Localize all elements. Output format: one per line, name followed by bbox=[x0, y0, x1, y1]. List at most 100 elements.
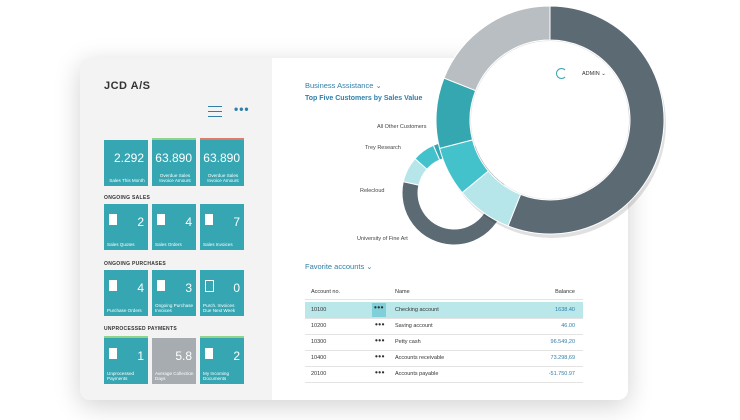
account-number: 10200 bbox=[311, 323, 327, 329]
tile-purchase-orders[interactable]: 4 Purchase Orders bbox=[104, 270, 148, 316]
account-number: 20100 bbox=[311, 371, 327, 377]
status-bar bbox=[200, 138, 244, 140]
table-header-row: Account no. Name Balance bbox=[305, 284, 583, 300]
col-header-account[interactable]: Account no. bbox=[311, 289, 341, 295]
tile-caption: Sales Invoices bbox=[203, 242, 233, 247]
tile-value: 3 bbox=[185, 281, 192, 295]
account-name[interactable]: Checking account bbox=[395, 307, 439, 313]
admin-label: ADMIN bbox=[582, 71, 600, 77]
document-icon bbox=[157, 214, 165, 225]
tile-sales-invoices[interactable]: 7 Sales Invoices bbox=[200, 204, 244, 250]
row-more-icon[interactable]: ••• bbox=[375, 368, 385, 377]
kpi-caption: Sales This Month bbox=[109, 178, 145, 183]
account-balance[interactable]: 96.549,20 bbox=[550, 339, 575, 345]
tile-average-collection-days[interactable]: 5.8 Average Collection Days bbox=[152, 338, 196, 384]
favorite-accounts-link[interactable]: Favorite accounts ⌄ bbox=[305, 262, 373, 271]
section-title-ongoing-purchases: ONGOING PURCHASES bbox=[104, 261, 167, 267]
tile-caption: Unprocessed Payments bbox=[107, 371, 135, 381]
kpi-tile-overdue-sales-2[interactable]: 63.890 Overdue Sales Invoice Amount bbox=[200, 138, 244, 186]
tile-my-incoming-documents[interactable]: 2 My Incoming Documents bbox=[200, 336, 244, 384]
chevron-down-icon: ⌄ bbox=[375, 81, 382, 90]
chart-label-relecloud: Relecloud bbox=[360, 188, 385, 194]
row-more-icon[interactable]: ••• bbox=[375, 352, 385, 361]
tile-caption: Ongoing Purchase Invoices bbox=[155, 303, 194, 313]
chevron-down-icon: ⌄ bbox=[601, 71, 606, 77]
status-bar bbox=[200, 336, 244, 338]
col-header-name[interactable]: Name bbox=[395, 289, 410, 295]
tile-value: 4 bbox=[185, 215, 192, 229]
col-header-balance[interactable]: Balance bbox=[555, 289, 575, 295]
more-options-icon[interactable]: ••• bbox=[234, 102, 250, 116]
kpi-value: 63.890 bbox=[203, 151, 240, 165]
document-outline-icon bbox=[205, 280, 214, 292]
tile-value: 5.8 bbox=[175, 349, 192, 363]
kpi-caption: Overdue Sales Invoice Amount bbox=[207, 173, 239, 183]
document-icon bbox=[157, 280, 165, 291]
tile-sales-quotes[interactable]: 2 Sales Quotes bbox=[104, 204, 148, 250]
account-name[interactable]: Petty cash bbox=[395, 339, 421, 345]
account-balance[interactable]: 1638.40 bbox=[555, 307, 575, 313]
role-center-sidebar: JCD A/S ••• 2.292 Sales This Month 63.89… bbox=[80, 58, 272, 400]
kpi-tile-sales-this-month[interactable]: 2.292 Sales This Month bbox=[104, 140, 148, 186]
chart-label-adatum-cooperation: Adatum Cooperation bbox=[512, 162, 563, 168]
tile-caption: Average Collection Days bbox=[155, 371, 194, 381]
table-row[interactable]: 10200 ••• Saving account 46.00 bbox=[305, 318, 583, 335]
account-number: 10400 bbox=[311, 355, 327, 361]
tile-value: 7 bbox=[233, 215, 240, 229]
chart-title: Top Five Customers by Sales Value bbox=[305, 95, 423, 102]
status-bar bbox=[104, 336, 148, 338]
document-icon bbox=[109, 280, 117, 291]
company-name: JCD A/S bbox=[104, 80, 151, 92]
chart-label-all-other-customers: All Other Customers bbox=[377, 124, 427, 130]
table-row[interactable]: 10400 ••• Accounts receivable 73.298,69 bbox=[305, 350, 583, 367]
admin-menu[interactable]: ADMIN ⌄ bbox=[582, 71, 606, 77]
account-name[interactable]: Accounts payable bbox=[395, 371, 439, 377]
tile-value: 2 bbox=[137, 215, 144, 229]
tile-caption: Purch. Invoices Due Next Week bbox=[203, 303, 236, 313]
tile-caption: Sales Quotes bbox=[107, 242, 135, 247]
row-more-icon[interactable]: ••• bbox=[375, 336, 385, 345]
kpi-caption: Overdue Sales Invoice Amount bbox=[159, 173, 191, 183]
table-row[interactable]: 20100 ••• Accounts payable -51.750.97 bbox=[305, 366, 583, 383]
tile-caption: My Incoming Documents bbox=[203, 371, 230, 381]
kpi-value: 2.292 bbox=[113, 151, 144, 165]
business-assistance-link[interactable]: Business Assistance ⌄ bbox=[305, 81, 382, 90]
account-balance[interactable]: 73.298,69 bbox=[550, 355, 575, 361]
account-number: 10300 bbox=[311, 339, 327, 345]
tile-caption: Sales Orders bbox=[155, 242, 182, 247]
status-bar bbox=[152, 138, 196, 140]
tile-purch-invoices-due[interactable]: 0 Purch. Invoices Due Next Week bbox=[200, 270, 244, 316]
account-balance[interactable]: -51.750.97 bbox=[548, 371, 575, 377]
tile-sales-orders[interactable]: 4 Sales Orders bbox=[152, 204, 196, 250]
row-more-icon[interactable]: ••• bbox=[375, 320, 385, 329]
document-icon bbox=[205, 348, 213, 359]
document-icon bbox=[109, 348, 117, 359]
account-name[interactable]: Accounts receivable bbox=[395, 355, 445, 361]
section-title-unprocessed-payments: UNPROCESSED PAYMENTS bbox=[104, 326, 177, 332]
tile-value: 4 bbox=[137, 281, 144, 295]
tile-value: 2 bbox=[233, 349, 240, 363]
account-name[interactable]: Saving account bbox=[395, 323, 433, 329]
account-number: 10100 bbox=[311, 307, 327, 313]
hamburger-menu-icon[interactable] bbox=[208, 106, 222, 117]
table-row[interactable]: 10100 ••• Checking account 1638.40 bbox=[305, 302, 583, 319]
accounts-table: Account no. Name Balance 10100 ••• Check… bbox=[305, 284, 583, 384]
tile-value: 0 bbox=[233, 281, 240, 295]
kpi-value: 63.890 bbox=[155, 151, 192, 165]
business-assistance-label: Business Assistance bbox=[305, 81, 374, 90]
chart-label-trey-research: Trey Research bbox=[365, 145, 401, 151]
kpi-tile-overdue-sales-1[interactable]: 63.890 Overdue Sales Invoice Amount bbox=[152, 138, 196, 186]
tile-caption: Purchase Orders bbox=[107, 308, 142, 313]
tile-ongoing-purchase-invoices[interactable]: 3 Ongoing Purchase Invoices bbox=[152, 270, 196, 316]
account-balance[interactable]: 46.00 bbox=[561, 323, 575, 329]
row-more-icon[interactable]: ••• bbox=[372, 303, 386, 317]
section-title-ongoing-sales: ONGOING SALES bbox=[104, 195, 151, 201]
document-icon bbox=[109, 214, 117, 225]
document-icon bbox=[205, 214, 213, 225]
table-row[interactable]: 10300 ••• Petty cash 96.549,20 bbox=[305, 334, 583, 351]
tile-value: 1 bbox=[137, 349, 144, 363]
refresh-icon[interactable] bbox=[556, 68, 567, 79]
tile-unprocessed-payments[interactable]: 1 Unprocessed Payments bbox=[104, 336, 148, 384]
favorite-accounts-label: Favorite accounts bbox=[305, 262, 365, 271]
chart-label-university-of-fine-art: University of Fine Art bbox=[357, 236, 408, 242]
